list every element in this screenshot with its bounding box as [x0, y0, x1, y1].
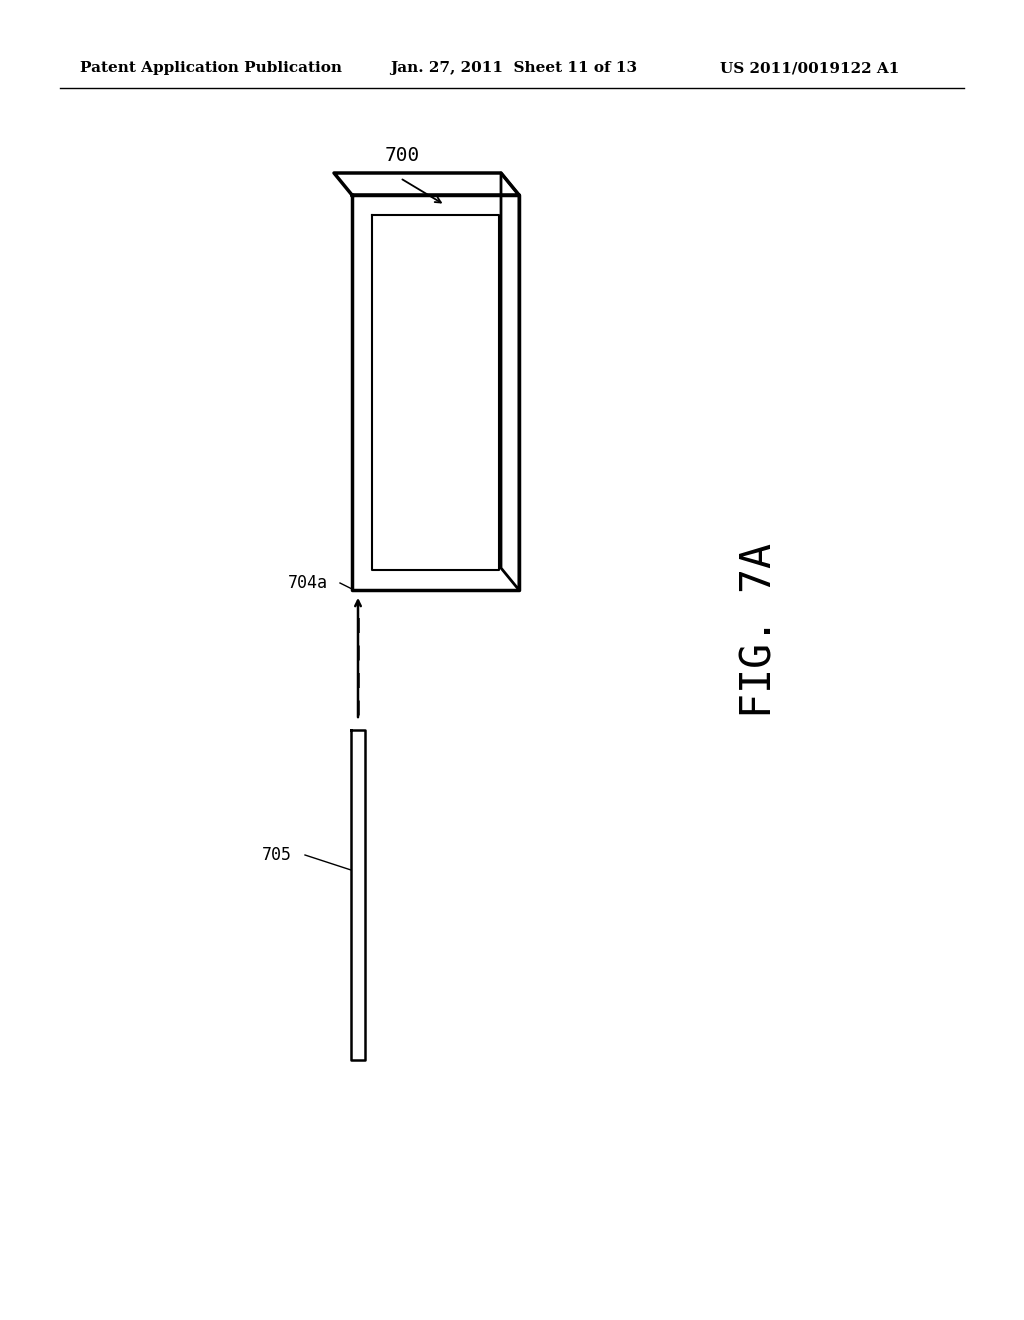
Text: 700: 700 — [385, 147, 420, 165]
Text: 705: 705 — [262, 846, 292, 865]
Text: FIG. 7A: FIG. 7A — [739, 543, 781, 718]
Text: US 2011/0019122 A1: US 2011/0019122 A1 — [720, 61, 899, 75]
Text: 704a: 704a — [288, 574, 328, 591]
Text: Jan. 27, 2011  Sheet 11 of 13: Jan. 27, 2011 Sheet 11 of 13 — [390, 61, 637, 75]
Text: Patent Application Publication: Patent Application Publication — [80, 61, 342, 75]
